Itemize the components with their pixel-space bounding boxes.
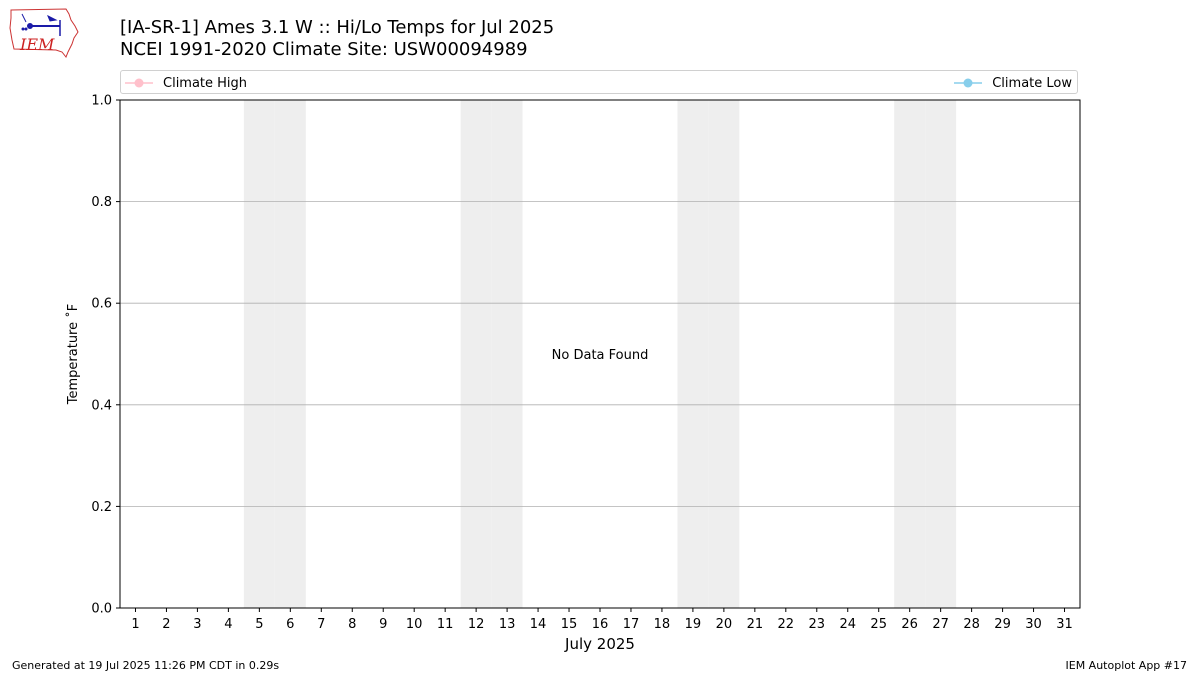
x-tick-label-22: 22 <box>778 617 795 632</box>
weekend-band-day-26 <box>894 100 926 608</box>
legend-marker-low-icon <box>954 78 983 88</box>
x-tick-label-13: 13 <box>499 617 516 632</box>
x-tick-label-21: 21 <box>747 617 764 632</box>
y-axis-label: Temperature ˚F <box>65 304 81 405</box>
plot-area <box>119 99 1081 609</box>
x-tick-label-31: 31 <box>1056 617 1073 632</box>
weekend-band-day-20 <box>708 100 740 608</box>
legend-entry-climate-low: Climate Low <box>954 74 1072 92</box>
chart-title: [IA-SR-1] Ames 3.1 W :: Hi/Lo Temps for … <box>120 17 555 38</box>
weather-station-icon <box>21 13 61 36</box>
x-tick-label-29: 29 <box>994 617 1011 632</box>
x-tick-label-19: 19 <box>685 617 702 632</box>
x-tick-label-2: 2 <box>162 617 170 632</box>
x-tick-label-5: 5 <box>255 617 263 632</box>
x-tick-label-26: 26 <box>901 617 918 632</box>
iem-logo: IEM <box>9 8 79 58</box>
x-axis: 1 2 3 4 5 6 7 8 9 10 11 12 13 14 15 16 17 18 19 20 21 22 23 24 2… <box>131 608 1073 632</box>
x-tick-label-20: 20 <box>716 617 733 632</box>
x-tick-label-10: 10 <box>406 617 423 632</box>
x-tick-label-24: 24 <box>839 617 856 632</box>
weekend-band-day-12 <box>460 100 492 608</box>
weekend-band-day-27 <box>925 100 957 608</box>
x-tick-label-3: 3 <box>193 617 201 632</box>
legend-marker-high-icon <box>125 78 153 88</box>
y-tick-label-4: 0.8 <box>91 195 112 210</box>
x-tick-label-14: 14 <box>530 617 547 632</box>
legend-label-climate-high: Climate High <box>163 75 248 91</box>
x-tick-label-12: 12 <box>468 617 485 632</box>
x-tick-label-6: 6 <box>286 617 294 632</box>
y-tick-label-0: 0.0 <box>91 602 112 617</box>
x-tick-label-16: 16 <box>592 617 609 632</box>
legend-entry-climate-high: Climate High <box>125 74 247 92</box>
footer-generated: Generated at 19 Jul 2025 11:26 PM CDT in… <box>12 659 280 672</box>
weekend-band-day-5 <box>243 100 275 608</box>
logo-text: IEM <box>19 35 55 54</box>
y-tick-label-1: 0.2 <box>91 500 112 515</box>
x-tick-label-17: 17 <box>623 617 640 632</box>
iowa-outline-icon <box>9 8 79 58</box>
y-tick-label-2: 0.4 <box>91 398 112 413</box>
chart-subtitle: NCEI 1991-2020 Climate Site: USW00094989 <box>120 39 528 60</box>
weekend-band-day-19 <box>677 100 709 608</box>
x-tick-label-7: 7 <box>317 617 325 632</box>
x-tick-label-1: 1 <box>131 617 139 632</box>
weekend-band-day-6 <box>274 100 306 608</box>
no-data-annotation: No Data Found <box>552 348 649 363</box>
x-tick-label-4: 4 <box>224 617 232 632</box>
x-tick-label-28: 28 <box>963 617 980 632</box>
x-tick-label-15: 15 <box>561 617 578 632</box>
y-tick-label-3: 0.6 <box>91 297 112 312</box>
x-tick-label-18: 18 <box>654 617 671 632</box>
x-tick-label-27: 27 <box>932 617 949 632</box>
x-axis-label: July 2025 <box>564 635 635 653</box>
legend-label-climate-low: Climate Low <box>992 75 1072 91</box>
weekend-bands <box>243 100 957 608</box>
x-tick-label-8: 8 <box>348 617 356 632</box>
y-axis: 0.0 0.2 0.4 0.6 0.8 1.0 <box>91 94 120 617</box>
x-tick-label-9: 9 <box>379 617 387 632</box>
x-tick-label-11: 11 <box>437 617 454 632</box>
grid-lines <box>120 201 1080 507</box>
x-tick-label-30: 30 <box>1025 617 1042 632</box>
x-tick-label-25: 25 <box>870 617 887 632</box>
footer-app: IEM Autoplot App #17 <box>1065 659 1188 672</box>
y-tick-label-5: 1.0 <box>91 94 112 109</box>
x-tick-label-23: 23 <box>809 617 826 632</box>
weekend-band-day-13 <box>491 100 523 608</box>
legend: Climate High Climate Low <box>120 70 1078 94</box>
